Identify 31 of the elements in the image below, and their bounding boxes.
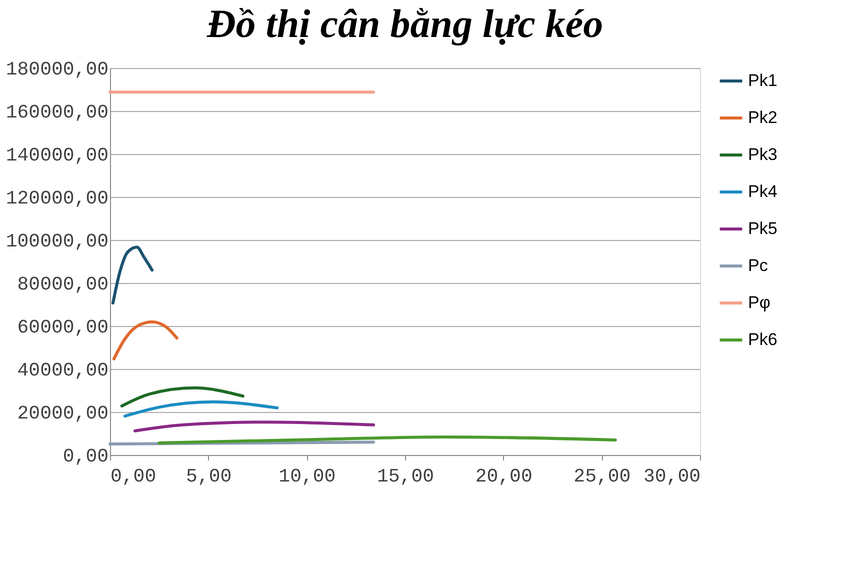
line-series <box>120 386 244 408</box>
y-tick-label: 160000,00 <box>6 102 108 124</box>
y-tick-label: 180000,00 <box>6 58 108 80</box>
legend-label: Pk5 <box>748 219 778 238</box>
legend-label: Pc <box>748 256 768 275</box>
y-tick-label: 20000,00 <box>17 402 108 424</box>
legend-label: Pk2 <box>748 108 778 127</box>
legend-label: Pφ <box>748 293 770 312</box>
line-series <box>112 320 178 360</box>
x-tick-label: 0,00 <box>110 466 156 488</box>
y-tick-label: 40000,00 <box>17 360 108 382</box>
legend-label: Pk1 <box>748 71 778 90</box>
line-series <box>158 435 617 444</box>
x-tick-label: 15,00 <box>376 466 434 488</box>
x-tick-label: 25,00 <box>574 466 631 488</box>
y-tick-label: 100000,00 <box>6 230 108 252</box>
y-tick-label: 80000,00 <box>17 274 108 296</box>
line-series <box>123 400 279 418</box>
y-tick-label: 140000,00 <box>6 144 108 166</box>
y-tick-label: 60000,00 <box>17 316 108 338</box>
y-tick-label: 120000,00 <box>6 188 108 210</box>
x-tick-label: 20,00 <box>475 466 532 488</box>
legend-label: Pk3 <box>748 145 778 164</box>
legend-label: Pk4 <box>748 182 778 201</box>
line-series <box>111 246 154 304</box>
x-tick-label: 30,00 <box>643 466 700 488</box>
chart-title: Đồ thị cân bằng lực kéo <box>206 1 604 46</box>
y-tick-label: 0,00 <box>62 446 108 468</box>
x-tick-label: 5,00 <box>186 466 232 488</box>
legend-label: Pk6 <box>748 330 778 349</box>
x-tick-label: 10,00 <box>278 466 336 488</box>
